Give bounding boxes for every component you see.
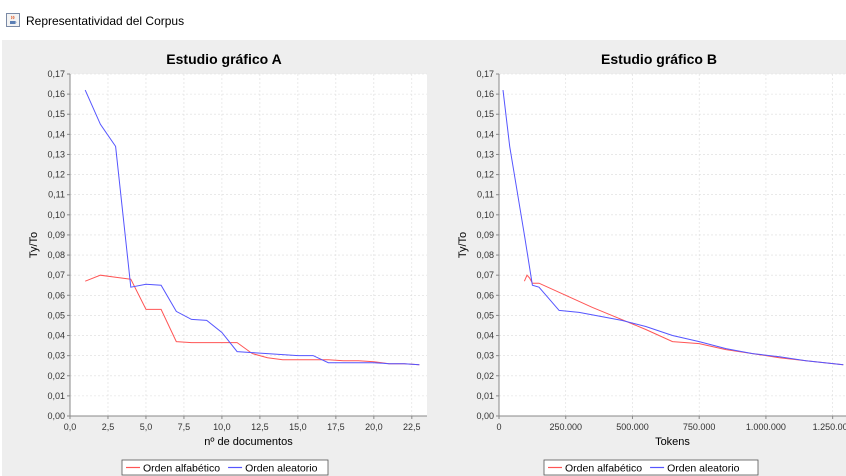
chart-a-xtick-label-6: 15,0 [289,422,307,432]
chart-a-legend-label-orden-aleatorio: Orden aleatorio [245,463,318,475]
chart-b-legend: Orden alfabético Orden aleatorio [543,459,759,476]
chart-b-ytick-label-11: 0,11 [477,190,494,200]
chart-a-y-axis-label: Ty/To [28,232,40,258]
window-titlebar: Representatividad del Corpus [0,0,846,40]
chart-b-xtick-label-1: 250.000 [549,422,582,432]
chart-a-ytick-label-6: 0,06 [47,290,65,300]
chart-b-ytick-label-9: 0,09 [476,230,494,240]
chart-a-ytick-label-5: 0,05 [47,310,65,320]
chart-a-xtick-label-0: 0,0 [64,422,77,432]
chart-a-ytick-label-13: 0,13 [47,149,65,159]
chart-a-ytick-label-4: 0,04 [47,331,65,341]
chart-a-ytick-label-11: 0,11 [48,190,65,200]
chart-a-xtick-label-7: 17,5 [327,422,345,432]
chart-a-ytick-label-3: 0,03 [47,351,65,361]
chart-b[interactable]: Estudio gráfico B 0,00 0,01 0,02 0,03 0,04 0,0… [436,40,846,476]
chart-b-xtick-label-2: 500.000 [616,422,649,432]
chart-a-ytick-label-15: 0,15 [47,109,65,119]
chart-a-legend-label-orden-alfabetico: Orden alfabético [143,463,220,475]
chart-b-ytick-label-3: 0,03 [476,351,494,361]
chart-a-plot-area [70,74,427,416]
chart-a-xtick-label-3: 7,5 [178,422,191,432]
chart-a-ytick-label-2: 0,02 [47,371,65,381]
java-coffee-cup-icon [6,13,20,27]
chart-b-series-orden-aleatorio-line [502,90,844,366]
window-title: Representatividad del Corpus [26,14,185,28]
chart-a-ytick-label-1: 0,01 [47,391,65,401]
chart-b-ytick-label-17: 0,17 [476,69,494,79]
chart-b-ytick-label-15: 0,15 [476,109,494,119]
chart-a-ytick-label-12: 0,12 [47,170,65,180]
chart-a-ytick-label-9: 0,09 [47,230,65,240]
chart-b-xtick-label-4: 1.000.000 [746,422,786,432]
chart-a-xtick-label-1: 2,5 [102,422,115,432]
chart-b-title: Estudio gráfico B [601,51,717,67]
chart-b-ytick-label-0: 0,00 [476,411,494,421]
chart-b-xtick-label-0: 0 [496,422,501,432]
chart-b-ytick-label-4: 0,04 [476,331,494,341]
chart-a-ytick-label-8: 0,08 [47,250,65,260]
chart-b-ytick-label-1: 0,01 [476,391,494,401]
chart-b-ytick-label-5: 0,05 [476,310,494,320]
chart-b-x-axis-label: Tokens [655,436,690,448]
chart-b-xtick-label-5: 1.250.000 [813,422,846,432]
chart-b-ytick-label-12: 0,12 [476,170,494,180]
chart-a-legend: Orden alfabético Orden aleatorio [121,459,329,476]
chart-a-x-axis-label: nº de documentos [204,436,293,448]
chart-a-xtick-label-4: 10,0 [213,422,231,432]
chart-b-ytick-label-16: 0,16 [476,89,494,99]
chart-b-ytick-label-10: 0,10 [476,210,494,220]
chart-a-xtick-label-5: 12,5 [251,422,269,432]
chart-a-ytick-label-14: 0,14 [47,129,65,139]
chart-b-ytick-label-8: 0,08 [476,250,494,260]
chart-panel-b[interactable]: Estudio gráfico B 0,00 0,01 0,02 0,03 0,04 0,0… [436,40,846,476]
chart-a-ytick-label-0: 0,00 [47,411,65,421]
chart-b-xtick-label-3: 750.000 [683,422,716,432]
chart-a-ytick-label-10: 0,10 [47,210,65,220]
chart-a-legend-box [121,459,329,476]
chart-b-plot-area [499,74,846,416]
chart-b-y-axis-label: Ty/To [457,232,469,258]
chart-a-series-orden-aleatorio-line [84,89,420,366]
chart-b-ytick-label-6: 0,06 [476,290,494,300]
chart-a[interactable]: Estudio gráfico A 0,00 0,01 0,02 0,03 0,04 0,0… [2,40,436,476]
chart-a-ytick-label-16: 0,16 [47,89,65,99]
chart-b-ytick-label-13: 0,13 [476,149,494,159]
chart-b-ytick-label-7: 0,07 [476,270,494,280]
chart-a-series-orden-alfabetico-line [85,274,420,366]
chart-a-xtick-label-9: 22,5 [403,422,421,432]
chart-a-ytick-label-17: 0,17 [47,69,65,79]
chart-b-legend-label-orden-aleatorio: Orden aleatorio [667,463,740,475]
chart-b-legend-label-orden-alfabetico: Orden alfabético [565,463,642,475]
chart-a-ytick-label-7: 0,07 [47,270,65,280]
chart-a-xtick-label-2: 5,0 [140,422,153,432]
chart-a-title: Estudio gráfico A [166,51,281,67]
chart-b-ytick-label-14: 0,14 [476,129,494,139]
chart-a-gridlines [69,73,427,417]
chart-a-xtick-label-8: 20,0 [365,422,383,432]
chart-b-ytick-label-2: 0,02 [476,371,494,381]
chart-panel-a[interactable]: Estudio gráfico A 0,00 0,01 0,02 0,03 0,04 0,0… [2,40,436,476]
